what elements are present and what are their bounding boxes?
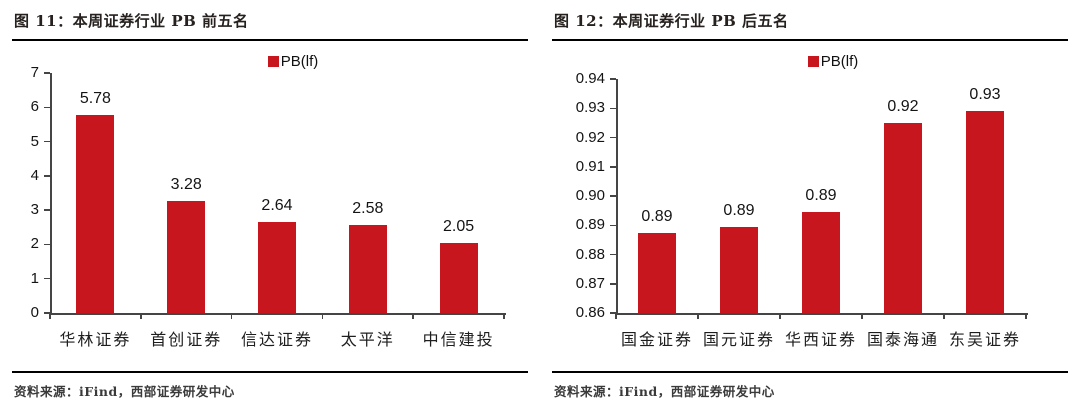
x-tick-mark — [140, 313, 142, 319]
y-tick-mark — [44, 209, 50, 211]
bar-value-label: 2.05 — [443, 217, 475, 235]
x-tick-mark — [321, 313, 324, 319]
y-tick-mark — [610, 195, 616, 197]
legend-series-label: PB(lf) — [280, 53, 319, 70]
y-tick-label: 0.91 — [575, 157, 605, 175]
y-tick-mark — [44, 140, 50, 143]
bar — [802, 212, 840, 313]
y-tick-label: 6 — [30, 98, 39, 116]
legend-color-swatch-icon — [267, 56, 279, 67]
y-tick-mark — [44, 175, 50, 177]
y-tick-mark — [610, 312, 616, 314]
y-tick-label: 0.92 — [575, 128, 605, 146]
bar — [258, 222, 296, 313]
bar — [167, 200, 206, 313]
x-category-label: 太平洋 — [340, 330, 395, 349]
bar-value-label: 2.64 — [261, 197, 293, 215]
x-category-label: 东吴证券 — [948, 330, 1021, 349]
x-tick-mark — [943, 313, 945, 319]
y-tick-mark — [610, 166, 616, 168]
x-category-label: 国元证券 — [702, 330, 775, 349]
two-figure-row: 图 11：本周证券行业 PB 前五名 PB(lf) 0 1 2 3 4 5 6 7 5.78 华林… — [0, 0, 1080, 400]
figure-title: 图 12：本周证券行业 PB 后五名 — [552, 6, 1068, 41]
bar — [439, 242, 478, 313]
y-tick-label: 0.88 — [575, 245, 605, 263]
bar-value-label: 0.93 — [969, 86, 1001, 104]
figure-panel-12: 图 12：本周证券行业 PB 后五名 PB(lf) 0.86 0.87 0.88 0.… — [540, 0, 1080, 400]
bar-value-label: 3.28 — [170, 175, 202, 193]
legend-series-label: PB(lf) — [820, 53, 859, 70]
x-tick-mark — [412, 313, 414, 319]
bar-value-label: 0.89 — [641, 207, 673, 225]
bar-chart-pb-top5: PB(lf) 0 1 2 3 4 5 6 7 5.78 华林证券 3.28 首创证券 2.64 信达证券 2… — [12, 43, 528, 369]
bar-chart-pb-bottom5: PB(lf) 0.86 0.87 0.88 0.89 0.90 0.91 0.92 0.93 0… — [552, 43, 1068, 369]
y-axis-line — [50, 73, 52, 313]
bar — [720, 226, 758, 313]
source-note: 资料来源：iFind，西部证券研发中心 — [552, 371, 1068, 400]
bar-value-label: 0.89 — [805, 187, 837, 205]
x-category-label: 中信建投 — [422, 330, 495, 349]
y-tick-mark — [610, 136, 616, 139]
x-tick-mark — [503, 313, 505, 319]
chart-legend: PB(lf) — [598, 53, 1068, 70]
y-tick-label: 5 — [30, 132, 39, 150]
figure-title: 图 11：本周证券行业 PB 前五名 — [12, 6, 528, 41]
y-tick-label: 0.87 — [575, 274, 605, 292]
bar — [638, 232, 676, 313]
x-tick-mark — [615, 313, 617, 319]
y-tick-mark — [44, 277, 50, 280]
x-category-label: 首创证券 — [150, 330, 223, 349]
chart-legend: PB(lf) — [58, 53, 528, 70]
x-tick-mark — [861, 313, 863, 319]
x-axis-line — [50, 313, 506, 315]
y-tick-label: 0.89 — [575, 216, 605, 234]
bar — [348, 224, 387, 313]
y-tick-mark — [44, 106, 50, 109]
x-category-label: 信达证券 — [240, 330, 313, 349]
x-category-label: 国泰海通 — [866, 330, 939, 349]
y-tick-mark — [610, 283, 616, 285]
figure-panel-11: 图 11：本周证券行业 PB 前五名 PB(lf) 0 1 2 3 4 5 6 7 5.78 华林… — [0, 0, 540, 400]
y-tick-mark — [44, 312, 50, 314]
x-category-label: 华林证券 — [59, 330, 132, 349]
y-tick-mark — [610, 107, 616, 109]
y-tick-mark — [610, 78, 616, 80]
y-tick-mark — [610, 253, 616, 256]
x-category-label: 国金证券 — [620, 330, 693, 349]
bar — [966, 111, 1004, 313]
x-tick-mark — [1025, 313, 1027, 319]
y-axis-line — [616, 79, 618, 313]
y-tick-mark — [44, 243, 50, 246]
y-tick-label: 0 — [30, 304, 39, 321]
y-tick-mark — [610, 224, 616, 226]
y-tick-label: 7 — [30, 64, 39, 81]
y-tick-label: 4 — [30, 166, 39, 184]
y-tick-label: 0.86 — [575, 304, 605, 321]
y-tick-label: 3 — [30, 201, 39, 219]
y-tick-label: 0.90 — [575, 187, 605, 204]
bar-value-label: 0.89 — [723, 201, 755, 219]
x-category-label: 华西证券 — [784, 330, 857, 349]
y-tick-label: 2 — [30, 235, 39, 253]
bar-value-label: 2.58 — [352, 199, 384, 217]
bar — [884, 122, 922, 313]
bar-value-label: 5.78 — [79, 89, 111, 107]
x-tick-mark — [697, 313, 699, 319]
y-tick-mark — [44, 72, 50, 74]
y-tick-label: 0.93 — [575, 99, 605, 117]
x-tick-mark — [230, 313, 233, 319]
bar — [76, 114, 115, 313]
y-tick-label: 0.94 — [575, 70, 605, 87]
x-tick-mark — [49, 313, 51, 319]
x-tick-mark — [779, 313, 781, 319]
x-axis-line — [616, 313, 1028, 315]
legend-color-swatch-icon — [807, 56, 819, 67]
source-note: 资料来源：iFind，西部证券研发中心 — [12, 371, 528, 400]
bar-value-label: 0.92 — [887, 97, 919, 115]
y-tick-label: 1 — [30, 269, 39, 287]
